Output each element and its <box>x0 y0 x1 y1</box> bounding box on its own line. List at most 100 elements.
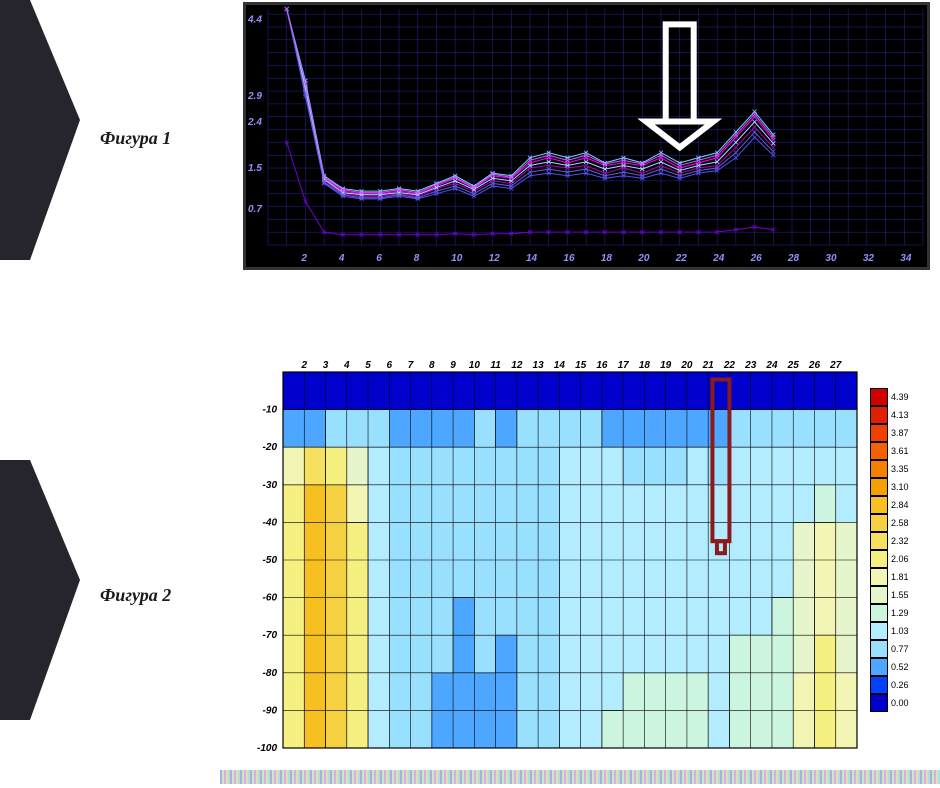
legend-row: 4.39 <box>870 388 930 406</box>
svg-text:24: 24 <box>765 360 778 371</box>
svg-text:-100: -100 <box>257 743 277 754</box>
legend-value: 0.00 <box>891 698 909 708</box>
svg-text:2: 2 <box>300 360 307 371</box>
figure2-label: Фигура 2 <box>100 585 171 606</box>
legend-swatch <box>870 640 888 658</box>
chart1-line-plot: 0.71.52.42.94.42468101214161820222426283… <box>243 2 930 270</box>
figure1-label: Фигура 1 <box>100 128 171 149</box>
legend-row: 3.10 <box>870 478 930 496</box>
legend-value: 2.32 <box>891 536 909 546</box>
svg-text:5: 5 <box>365 360 371 371</box>
legend-row: 0.00 <box>870 694 930 712</box>
svg-text:26: 26 <box>808 360 821 371</box>
svg-text:14: 14 <box>554 360 566 371</box>
svg-text:8: 8 <box>429 360 435 371</box>
svg-text:21: 21 <box>702 360 715 371</box>
decor-poly-top <box>0 0 80 260</box>
svg-text:2.4: 2.4 <box>247 117 262 128</box>
legend-swatch <box>870 424 888 442</box>
legend-row: 1.03 <box>870 622 930 640</box>
legend-value: 2.06 <box>891 554 909 564</box>
legend-row: 0.52 <box>870 658 930 676</box>
legend-value: 1.81 <box>891 572 909 582</box>
legend-swatch <box>870 388 888 406</box>
legend-swatch <box>870 694 888 712</box>
svg-text:19: 19 <box>660 360 672 371</box>
legend-row: 2.58 <box>870 514 930 532</box>
svg-text:3: 3 <box>323 360 329 371</box>
legend-swatch <box>870 658 888 676</box>
svg-text:22: 22 <box>723 360 736 371</box>
legend-value: 1.55 <box>891 590 909 600</box>
chart2-heatmap: 2345678910111213141516171819202122232425… <box>243 354 863 754</box>
svg-text:12: 12 <box>489 253 501 264</box>
legend-row: 0.77 <box>870 640 930 658</box>
legend-value: 1.03 <box>891 626 909 636</box>
svg-text:2: 2 <box>300 253 307 264</box>
legend-row: 1.29 <box>870 604 930 622</box>
svg-text:14: 14 <box>526 253 538 264</box>
legend-row: 1.81 <box>870 568 930 586</box>
legend-value: 4.13 <box>891 410 909 420</box>
svg-text:18: 18 <box>639 360 651 371</box>
legend-swatch <box>870 604 888 622</box>
decor-poly-bottom <box>0 460 80 720</box>
svg-text:16: 16 <box>596 360 608 371</box>
chart2-legend: 4.39 4.13 3.87 3.61 3.35 3.10 <box>870 388 930 712</box>
legend-swatch <box>870 406 888 424</box>
svg-text:8: 8 <box>414 253 420 264</box>
legend-value: 2.84 <box>891 500 909 510</box>
legend-swatch <box>870 568 888 586</box>
svg-text:-90: -90 <box>263 705 278 716</box>
svg-text:32: 32 <box>863 253 875 264</box>
svg-text:-70: -70 <box>263 630 278 641</box>
svg-text:17: 17 <box>618 360 630 371</box>
legend-row: 1.55 <box>870 586 930 604</box>
legend-value: 3.87 <box>891 428 909 438</box>
legend-swatch <box>870 676 888 694</box>
svg-text:1.5: 1.5 <box>248 163 262 174</box>
svg-text:-30: -30 <box>263 480 278 491</box>
svg-text:13: 13 <box>533 360 545 371</box>
svg-text:6: 6 <box>387 360 393 371</box>
svg-text:2.9: 2.9 <box>247 91 262 102</box>
legend-swatch <box>870 460 888 478</box>
legend-row: 2.32 <box>870 532 930 550</box>
legend-value: 4.39 <box>891 392 909 402</box>
legend-swatch <box>870 514 888 532</box>
legend-row: 3.87 <box>870 424 930 442</box>
svg-text:23: 23 <box>744 360 757 371</box>
svg-text:-80: -80 <box>263 668 278 679</box>
legend-swatch <box>870 622 888 640</box>
svg-text:12: 12 <box>511 360 523 371</box>
svg-text:30: 30 <box>825 253 837 264</box>
svg-text:16: 16 <box>563 253 575 264</box>
legend-value: 3.10 <box>891 482 909 492</box>
svg-text:26: 26 <box>750 253 763 264</box>
svg-text:-50: -50 <box>263 555 278 566</box>
svg-text:6: 6 <box>376 253 382 264</box>
legend-row: 2.84 <box>870 496 930 514</box>
svg-text:-10: -10 <box>263 405 278 416</box>
svg-text:18: 18 <box>601 253 613 264</box>
svg-text:7: 7 <box>408 360 414 371</box>
svg-text:22: 22 <box>675 253 688 264</box>
legend-value: 0.26 <box>891 680 909 690</box>
decor-noise-strip <box>220 770 940 784</box>
svg-text:34: 34 <box>900 253 912 264</box>
svg-text:11: 11 <box>490 360 501 371</box>
svg-text:9: 9 <box>450 360 456 371</box>
legend-value: 0.77 <box>891 644 909 654</box>
legend-row: 0.26 <box>870 676 930 694</box>
legend-swatch <box>870 442 888 460</box>
svg-text:15: 15 <box>575 360 587 371</box>
legend-row: 3.61 <box>870 442 930 460</box>
legend-value: 0.52 <box>891 662 909 672</box>
legend-value: 3.61 <box>891 446 909 456</box>
legend-swatch <box>870 496 888 514</box>
svg-text:-60: -60 <box>263 593 278 604</box>
legend-value: 3.35 <box>891 464 909 474</box>
svg-text:4: 4 <box>343 360 350 371</box>
page-root: Фигура 1 Фигура 2 0.71.52.42.94.42468101… <box>0 0 940 788</box>
legend-row: 2.06 <box>870 550 930 568</box>
